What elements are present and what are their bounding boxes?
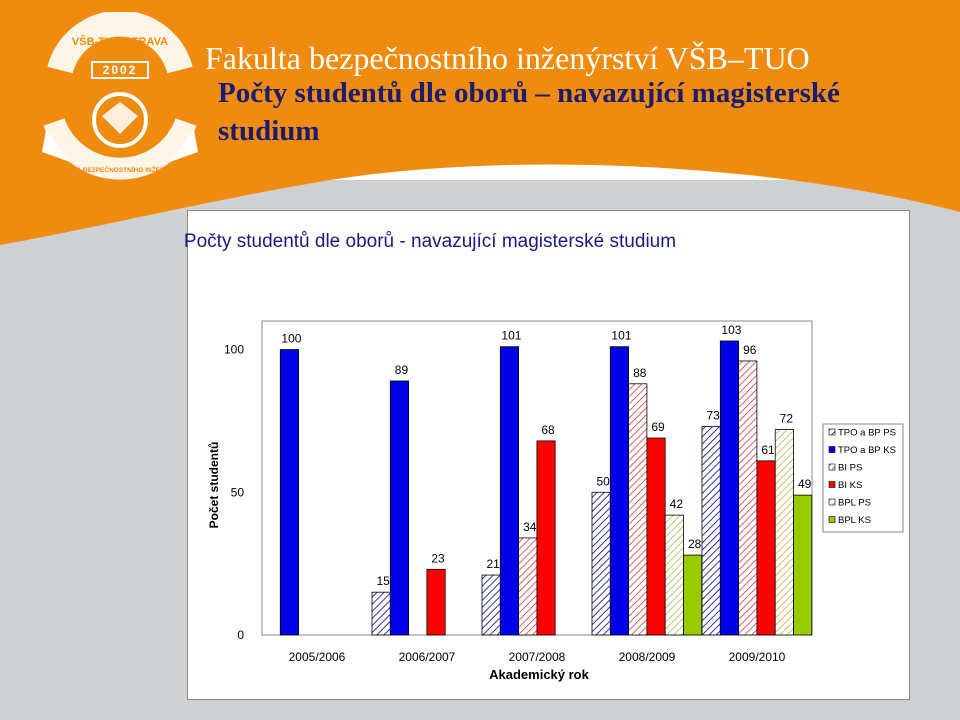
bar-value-label: 96 — [743, 343, 757, 357]
bar-value-label: 42 — [670, 497, 684, 511]
y-tick-label: 100 — [224, 343, 244, 357]
bar — [701, 426, 721, 636]
bar-value-label: 103 — [721, 323, 741, 337]
bar-value-label: 101 — [611, 329, 631, 343]
bar — [481, 574, 501, 636]
legend-label: TPO a BP KS — [838, 445, 896, 456]
bar-value-label: 72 — [780, 411, 794, 425]
bar — [389, 380, 409, 636]
legend-box — [822, 423, 904, 533]
legend-label: BPL PS — [838, 498, 871, 509]
legend-label: BI KS — [838, 480, 862, 491]
bar — [756, 460, 776, 636]
bar-value-label: 49 — [798, 477, 812, 491]
legend-label: BPL KS — [838, 515, 871, 526]
legend-label: BI PS — [838, 463, 862, 474]
bar-value-label: 100 — [281, 332, 301, 346]
bar — [518, 537, 538, 636]
x-tick-label: 2007/2008 — [509, 650, 566, 664]
bar — [426, 568, 446, 636]
bar-value-label: 23 — [431, 551, 445, 565]
bar-value-label: 68 — [541, 423, 555, 437]
bar-value-label: 34 — [523, 520, 537, 534]
bar — [646, 437, 666, 636]
bar-value-label: 88 — [633, 366, 647, 380]
faculty-name: Fakulta bezpečnostního inženýrství VŠB–T… — [205, 40, 810, 76]
x-tick-label: 2009/2010 — [729, 650, 786, 664]
bar — [279, 349, 299, 636]
legend-swatch — [828, 481, 836, 488]
bar-value-label: 15 — [376, 574, 390, 588]
header-band — [0, 0, 960, 245]
y-tick-label: 0 — [237, 628, 244, 642]
bar-value-label: 89 — [395, 363, 409, 377]
bar — [719, 340, 739, 636]
bar — [793, 494, 813, 636]
bar — [683, 554, 703, 636]
slide-title: Počty studentů dle oborů – navazující ma… — [218, 77, 840, 147]
bar — [591, 491, 611, 636]
logo-year: 2002 — [103, 63, 138, 77]
bar — [664, 514, 684, 636]
legend-label: TPO a BP PS — [838, 428, 896, 439]
bar-value-label: 21 — [486, 557, 500, 571]
chart-title: Počty studentů dle oborů - navazující ma… — [183, 231, 677, 252]
legend-swatch — [828, 463, 836, 471]
x-axis-title: Akademický rok — [489, 667, 589, 682]
bar — [628, 383, 648, 636]
bar — [499, 346, 519, 636]
bar — [774, 429, 794, 636]
bar — [609, 346, 629, 636]
bar — [738, 360, 758, 636]
y-axis-title: Počet studentů — [207, 442, 221, 529]
bar-value-label: 61 — [761, 443, 775, 457]
legend-swatch — [828, 446, 836, 453]
bar — [371, 591, 391, 636]
bar-value-label: 101 — [501, 329, 521, 343]
legend-swatch — [828, 498, 836, 506]
x-tick-label: 2005/2006 — [289, 650, 346, 664]
faculty-logo: VŠB-TU OSTRAVA 2002 FAKULTA BEZPEČNOSTNÍ… — [42, 12, 198, 180]
legend-swatch — [828, 428, 836, 436]
bar-value-label: 50 — [596, 474, 610, 488]
bar-value-label: 69 — [651, 420, 665, 434]
bar — [536, 440, 556, 636]
x-tick-label: 2006/2007 — [399, 650, 456, 664]
legend-swatch — [828, 516, 836, 523]
bar-value-label: 28 — [688, 537, 702, 551]
logo-top-text: VŠB-TU OSTRAVA — [72, 35, 168, 48]
bar-value-label: 73 — [706, 409, 720, 423]
y-tick-label: 50 — [231, 485, 245, 499]
x-tick-label: 2008/2009 — [619, 650, 676, 664]
logo-bottom-text: FAKULTA BEZPEČNOSTNÍHO INŽENÝRSTVÍ — [52, 165, 189, 174]
